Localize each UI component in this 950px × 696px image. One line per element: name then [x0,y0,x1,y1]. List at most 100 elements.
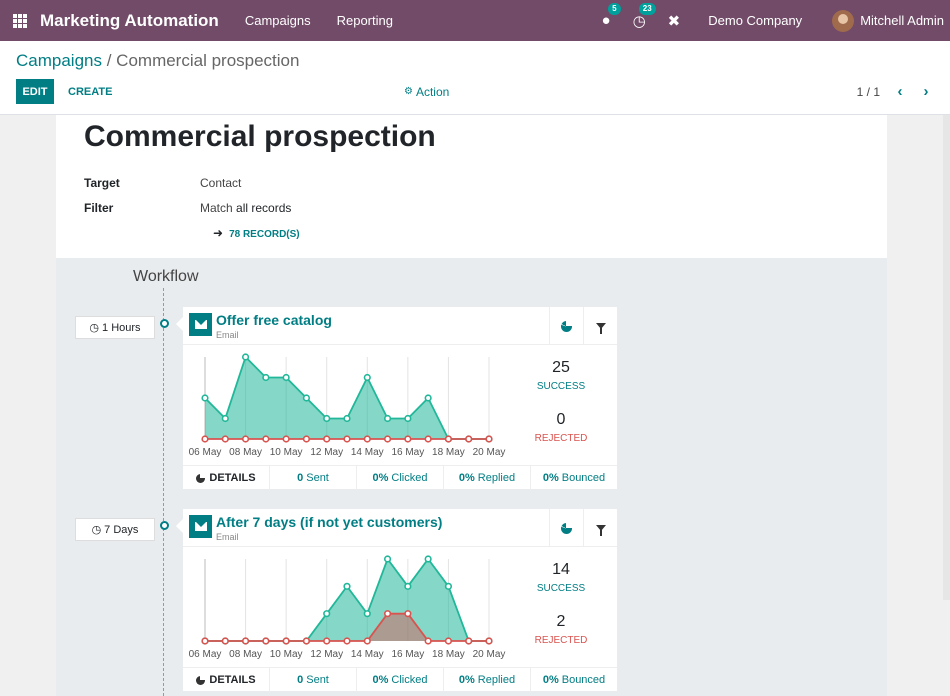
target-value[interactable]: Contact [200,176,242,190]
filter-button[interactable] [583,509,617,547]
debug-button[interactable]: ✖ [668,12,681,30]
x-tick-label: 08 May [229,649,262,660]
data-point [444,435,453,443]
gear-icon: ⚙ [404,86,413,97]
data-point [404,582,412,590]
x-tick-label: 12 May [310,649,343,660]
workflow-timeline [163,288,164,696]
graph-toggle-button[interactable] [549,307,583,345]
replied-stat[interactable]: 0% Replied [443,466,530,490]
replied-stat[interactable]: 0% Replied [443,668,530,692]
data-point [424,394,432,402]
messages-button[interactable]: ● 5 [602,3,621,29]
data-point [465,637,473,645]
breadcrumb-campaigns-link[interactable]: Campaigns [16,51,102,70]
clock-icon: ◷ [632,12,646,30]
x-tick-label: 16 May [391,649,424,660]
bounced-stat[interactable]: 0% Bounced [530,466,617,490]
data-point [221,435,229,443]
activity-chart: 06 May 08 May 10 May 12 May 14 May 16 May 18 M… [189,555,505,660]
wait-value: 1 Hours [102,321,141,334]
data-point [282,435,290,443]
data-point [343,582,351,590]
bounced-label: Bounced [561,674,606,686]
data-point [201,435,209,443]
success-label: SUCCESS [536,583,586,594]
activities-button[interactable]: ◷ 23 [632,2,656,30]
details-label: DETAILS [209,472,256,484]
action-menu[interactable]: ⚙ Action [404,79,449,104]
series-area [205,357,489,439]
data-point [363,435,371,443]
form-sheet [56,115,887,258]
timeline-node [160,319,169,328]
company-switcher[interactable]: Demo Company [708,13,803,28]
x-tick-label: 18 May [432,447,465,458]
bounced-stat[interactable]: 0% Bounced [530,668,617,692]
graph-toggle-button[interactable] [549,509,583,547]
data-point [241,637,250,645]
activity-card-offer-free-catalog: Offer free catalog Email 06 May 08 May 10 … [176,307,617,490]
record-title[interactable]: Commercial prospection [84,120,436,153]
activity-type: Email [216,330,239,340]
records-button[interactable]: ➜ 78 RECORD(S) [213,226,300,240]
activity-header: After 7 days (if not yet customers) Emai… [183,509,617,547]
sent-value: 0 [297,472,304,484]
clicked-label: Clicked [391,472,428,484]
replied-label: Replied [477,472,516,484]
chevron-right-icon: › [923,83,929,100]
breadcrumb-current: Commercial prospection [116,51,300,70]
data-point [465,435,473,443]
menu-reporting[interactable]: Reporting [336,13,393,28]
data-point [302,435,311,443]
filter-button[interactable] [583,307,617,345]
activity-header: Offer free catalog Email [183,307,617,345]
data-point [241,435,250,443]
rejected-label: REJECTED [534,635,588,646]
systray: ● 5 ◷ 23 ✖ Demo Company Mitchell Admin [602,0,950,41]
menu-campaigns[interactable]: Campaigns [244,13,311,28]
filter-value[interactable]: Match all records [200,201,291,215]
clock-icon: ◷ [91,524,102,536]
details-button[interactable]: DETAILS [183,466,269,490]
success-count: 14 [552,561,570,578]
user-menu[interactable]: Mitchell Admin [832,9,944,32]
activity-footer: DETAILS 0 Sent 0% Clicked 0% Replied 0% Boun… [183,465,617,490]
data-point [485,435,493,443]
app-brand[interactable]: Marketing Automation [40,10,219,30]
filter-domain: all records [236,201,292,215]
app-menu-toggle[interactable] [0,0,40,41]
clicked-label: Clicked [391,674,428,686]
clicked-stat[interactable]: 0% Clicked [356,466,443,490]
data-point [343,435,351,443]
scrollbar[interactable] [943,115,950,600]
data-point [363,373,371,382]
details-button[interactable]: DETAILS [183,668,269,692]
chevron-left-icon: ‹ [897,83,903,100]
pager-value[interactable]: 1 / 1 [856,84,880,99]
clock-icon: ◷ [89,322,100,334]
x-tick-label: 10 May [270,649,303,660]
activity-name[interactable]: Offer free catalog [216,312,332,328]
data-point [383,435,392,443]
data-point [262,373,270,382]
edit-button[interactable]: EDIT [16,79,54,104]
clicked-stat[interactable]: 0% Clicked [356,668,443,692]
success-label: SUCCESS [536,381,586,392]
arrow-right-icon: ➜ [213,226,224,240]
activity-name[interactable]: After 7 days (if not yet customers) [216,514,443,530]
timeline-node [160,521,169,530]
success-count: 25 [552,359,570,376]
create-button[interactable]: CREATE [68,85,113,98]
x-tick-label: 20 May [473,447,506,458]
data-point [323,610,331,618]
breadcrumb: Campaigns / Commercial prospection [16,51,299,71]
pager-next-button[interactable]: › [918,79,934,104]
pie-chart-icon [196,674,206,685]
sent-stat[interactable]: 0 Sent [269,466,356,490]
pager-previous-button[interactable]: ‹ [892,79,908,104]
x-tick-label: 10 May [270,447,303,458]
sent-stat[interactable]: 0 Sent [269,668,356,692]
data-point [302,637,311,645]
data-point [424,637,432,645]
